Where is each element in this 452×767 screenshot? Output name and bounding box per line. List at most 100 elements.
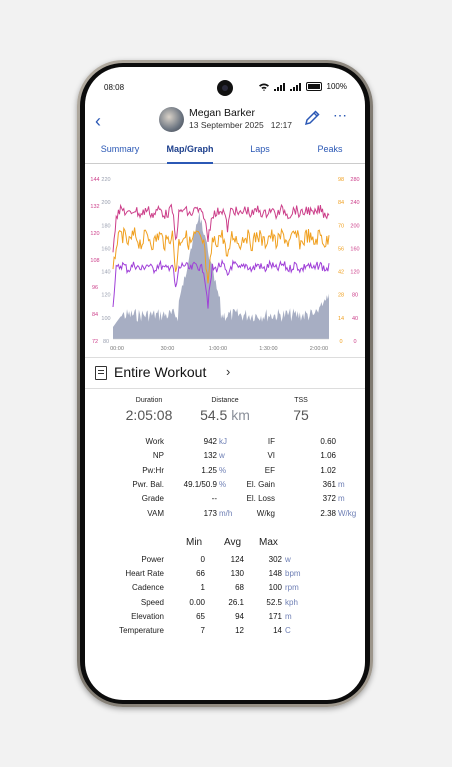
stat-value: 1.02 bbox=[320, 465, 336, 475]
metric-max: 148 bbox=[268, 569, 282, 579]
axis-tick-power: 120 bbox=[350, 270, 359, 276]
section-title: Entire Workout bbox=[114, 364, 207, 380]
axis-tick-elev: 180 bbox=[101, 223, 110, 229]
stat-unit: % bbox=[219, 479, 227, 489]
stat-value: 1.25 bbox=[201, 465, 217, 475]
stat-value: -- bbox=[211, 494, 217, 504]
cadence-series bbox=[112, 226, 330, 284]
summary-label: TSS bbox=[294, 397, 308, 404]
stat-value: 173 bbox=[203, 508, 217, 518]
camera-icon bbox=[217, 80, 233, 96]
stat-label: VI bbox=[267, 451, 275, 461]
summary-duration: Duration 2:05:08 bbox=[109, 397, 189, 423]
metric-max: 14 bbox=[273, 626, 282, 635]
stat-row: VAM 173 m/h bbox=[85, 509, 365, 521]
stat-row: Pwr. Bal. 49.1/50.9% bbox=[85, 480, 365, 492]
axis-tick-cadence: 70 bbox=[338, 223, 344, 229]
stat-row: Grade -- bbox=[85, 494, 365, 506]
axis-tick-cadence: 56 bbox=[338, 246, 344, 252]
axis-tick-cadence: 0 bbox=[339, 339, 342, 345]
status-icons: 100% bbox=[258, 82, 347, 91]
pencil-icon[interactable] bbox=[303, 109, 321, 127]
stat-label: El. Loss bbox=[246, 494, 275, 504]
axis-tick-cadence: 84 bbox=[338, 200, 344, 206]
status-time: 08:08 bbox=[104, 83, 125, 92]
metric-avg: 68 bbox=[235, 583, 244, 593]
stat-label: Grade bbox=[141, 494, 164, 504]
stat-value: 1.06 bbox=[320, 451, 336, 461]
stat-unit: m/h bbox=[219, 508, 233, 518]
summary-distance: Distance 54.5 km bbox=[185, 397, 265, 423]
axis-tick-power: 80 bbox=[352, 293, 358, 299]
signal-icon-2 bbox=[289, 82, 301, 91]
axis-tick-elev: 140 bbox=[101, 270, 110, 276]
chevron-right-icon[interactable]: › bbox=[226, 364, 231, 379]
summary-value: 75 bbox=[261, 407, 341, 423]
axis-tick-hr: 132 bbox=[90, 204, 99, 210]
back-chevron-icon[interactable]: ‹ bbox=[95, 111, 101, 131]
stat-value: 372 bbox=[322, 494, 336, 504]
axis-tick-elev: 80 bbox=[103, 339, 109, 345]
axis-tick-hr: 108 bbox=[90, 258, 99, 264]
avatar[interactable] bbox=[159, 107, 184, 132]
stat-unit: m bbox=[338, 494, 345, 504]
signal-icon bbox=[273, 82, 285, 91]
metric-max: 52.5 bbox=[266, 597, 282, 607]
stat-row: NP 132 w bbox=[85, 451, 365, 463]
tab-bar: Summary Map/Graph Laps Peaks bbox=[85, 141, 365, 164]
section-header[interactable]: Entire Workout › bbox=[85, 357, 365, 389]
heart-rate-series bbox=[112, 203, 330, 253]
power-series bbox=[112, 258, 330, 309]
axis-tick-elev: 100 bbox=[101, 316, 110, 322]
athlete-name: Megan Barker bbox=[189, 107, 255, 119]
battery-icon bbox=[305, 82, 322, 91]
elevation-series bbox=[113, 211, 329, 339]
axis-tick-hr: 72 bbox=[92, 339, 98, 345]
metric-unit: m bbox=[285, 611, 292, 621]
stat-row: El. Loss 372 m bbox=[85, 494, 365, 506]
x-tick: 30:00 bbox=[161, 346, 175, 352]
summary-label: Duration bbox=[135, 397, 163, 404]
phone-frame: 08:08 100% ‹ Megan Barker 13 September 2… bbox=[77, 60, 373, 707]
axis-tick-power: 200 bbox=[350, 223, 359, 229]
axis-tick-elev: 220 bbox=[101, 177, 110, 183]
screen: 08:08 100% ‹ Megan Barker 13 September 2… bbox=[85, 67, 365, 700]
battery-level: 100% bbox=[326, 82, 347, 91]
x-tick: 00:00 bbox=[110, 346, 124, 352]
tab-laps[interactable]: Laps bbox=[250, 144, 270, 154]
wifi-icon bbox=[258, 83, 269, 91]
activity-day: 13 September 2025 bbox=[189, 120, 264, 130]
summary-number: 2:05:08 bbox=[125, 407, 173, 423]
metric-min: 7 bbox=[200, 626, 205, 635]
metric-unit: bpm bbox=[285, 569, 301, 579]
stat-label: IF bbox=[267, 437, 275, 446]
tab-peaks[interactable]: Peaks bbox=[317, 144, 343, 154]
more-dots-icon[interactable]: ⋯ bbox=[333, 107, 348, 123]
stat-unit: W/kg bbox=[338, 508, 357, 518]
stat-row: Work 942 kJ bbox=[85, 437, 365, 449]
tab-summary[interactable]: Summary bbox=[100, 144, 140, 154]
metric-avg: 94 bbox=[235, 611, 244, 621]
activity-clock: 12:17 bbox=[270, 120, 293, 130]
axis-tick-elev: 120 bbox=[101, 293, 110, 299]
axis-tick-hr: 96 bbox=[92, 285, 98, 291]
stat-label: Pw:Hr bbox=[142, 465, 164, 475]
metric-unit: kph bbox=[285, 597, 298, 607]
stat-value: 2.38 bbox=[320, 508, 336, 518]
stat-unit: w bbox=[219, 451, 225, 461]
stat-value: 361 bbox=[322, 479, 336, 489]
stat-row: IF 0.60 bbox=[85, 437, 365, 449]
stat-label: EF bbox=[264, 465, 275, 475]
axis-tick-elev: 160 bbox=[101, 246, 110, 252]
stat-label: El. Gain bbox=[246, 479, 275, 489]
status-bar: 08:08 100% bbox=[85, 67, 365, 107]
stat-value: 942 bbox=[203, 437, 217, 446]
stat-value: 49.1/50.9 bbox=[183, 479, 217, 489]
metric-max: 171 bbox=[268, 611, 282, 621]
metric-min: 65 bbox=[196, 611, 205, 621]
metric-unit: C bbox=[285, 626, 291, 635]
workout-chart[interactable]: 1441321201089684722202001801601401201008… bbox=[85, 167, 365, 357]
tab-map-graph[interactable]: Map/Graph bbox=[155, 141, 225, 164]
stat-value: 0.60 bbox=[320, 437, 336, 446]
stat-row: W/kg 2.38 W/kg bbox=[85, 509, 365, 521]
